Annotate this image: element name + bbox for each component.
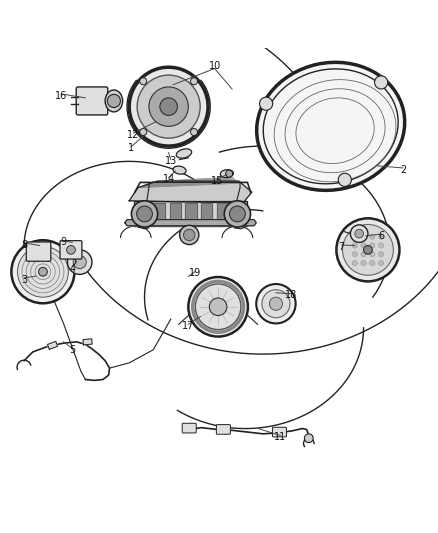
Circle shape bbox=[226, 170, 233, 177]
Polygon shape bbox=[217, 204, 228, 223]
Circle shape bbox=[39, 268, 47, 276]
Circle shape bbox=[191, 128, 198, 135]
Text: 17: 17 bbox=[182, 321, 194, 330]
Polygon shape bbox=[134, 201, 247, 226]
Circle shape bbox=[350, 225, 368, 243]
Polygon shape bbox=[185, 204, 197, 223]
Circle shape bbox=[378, 252, 384, 257]
Text: 18: 18 bbox=[285, 290, 297, 300]
Circle shape bbox=[67, 250, 92, 274]
Circle shape bbox=[352, 234, 357, 239]
Text: 13: 13 bbox=[165, 156, 177, 166]
Circle shape bbox=[224, 201, 251, 227]
Circle shape bbox=[188, 277, 248, 336]
Text: 16: 16 bbox=[55, 91, 67, 101]
Circle shape bbox=[73, 255, 86, 269]
Circle shape bbox=[11, 240, 74, 303]
Circle shape bbox=[209, 298, 227, 316]
Text: 7: 7 bbox=[339, 242, 345, 252]
Circle shape bbox=[195, 284, 241, 329]
Circle shape bbox=[352, 260, 357, 265]
Circle shape bbox=[304, 434, 313, 442]
Text: 1: 1 bbox=[128, 143, 134, 154]
Text: 4: 4 bbox=[69, 264, 75, 273]
Circle shape bbox=[131, 201, 158, 227]
Polygon shape bbox=[154, 204, 165, 223]
Circle shape bbox=[352, 243, 357, 248]
Text: 12: 12 bbox=[127, 130, 140, 140]
Circle shape bbox=[160, 98, 177, 115]
FancyBboxPatch shape bbox=[76, 87, 108, 115]
Circle shape bbox=[107, 94, 120, 108]
Circle shape bbox=[361, 234, 366, 239]
Text: 11: 11 bbox=[274, 432, 286, 442]
Circle shape bbox=[338, 173, 351, 187]
Polygon shape bbox=[138, 204, 149, 223]
Text: 3: 3 bbox=[21, 274, 27, 285]
Circle shape bbox=[129, 67, 208, 146]
Text: 19: 19 bbox=[189, 268, 201, 278]
Circle shape bbox=[352, 252, 357, 257]
Circle shape bbox=[336, 219, 399, 281]
Circle shape bbox=[269, 297, 283, 310]
Circle shape bbox=[378, 243, 384, 248]
Ellipse shape bbox=[173, 166, 186, 174]
FancyBboxPatch shape bbox=[26, 242, 51, 261]
Circle shape bbox=[361, 243, 366, 248]
Ellipse shape bbox=[257, 62, 405, 190]
Polygon shape bbox=[125, 220, 256, 226]
Circle shape bbox=[260, 97, 273, 110]
Text: 14: 14 bbox=[162, 174, 175, 184]
Circle shape bbox=[343, 224, 393, 275]
Circle shape bbox=[361, 260, 366, 265]
Text: 10: 10 bbox=[208, 61, 221, 71]
Circle shape bbox=[140, 78, 147, 85]
Circle shape bbox=[149, 87, 188, 126]
FancyBboxPatch shape bbox=[216, 425, 230, 434]
Circle shape bbox=[262, 290, 290, 318]
Circle shape bbox=[370, 260, 375, 265]
Circle shape bbox=[378, 234, 384, 239]
Circle shape bbox=[370, 243, 375, 248]
Text: 5: 5 bbox=[69, 345, 75, 355]
Circle shape bbox=[256, 284, 296, 324]
FancyBboxPatch shape bbox=[182, 423, 196, 433]
FancyBboxPatch shape bbox=[272, 427, 286, 437]
Text: 9: 9 bbox=[60, 237, 67, 247]
Circle shape bbox=[180, 225, 199, 245]
Circle shape bbox=[364, 246, 372, 254]
Ellipse shape bbox=[220, 169, 233, 177]
Circle shape bbox=[355, 229, 364, 238]
Polygon shape bbox=[233, 204, 244, 223]
Ellipse shape bbox=[176, 149, 192, 158]
Circle shape bbox=[370, 234, 375, 239]
Text: 15: 15 bbox=[211, 176, 223, 186]
Circle shape bbox=[361, 252, 366, 257]
Circle shape bbox=[370, 252, 375, 257]
Circle shape bbox=[230, 206, 245, 222]
Polygon shape bbox=[48, 341, 57, 349]
Polygon shape bbox=[129, 181, 252, 203]
Circle shape bbox=[374, 76, 388, 89]
Text: 6: 6 bbox=[378, 231, 384, 241]
Circle shape bbox=[378, 260, 384, 265]
Ellipse shape bbox=[105, 90, 123, 112]
Circle shape bbox=[191, 78, 198, 85]
Circle shape bbox=[137, 206, 152, 222]
Circle shape bbox=[18, 246, 68, 297]
Text: 8: 8 bbox=[21, 240, 27, 249]
Polygon shape bbox=[201, 204, 212, 223]
Circle shape bbox=[184, 229, 195, 241]
Polygon shape bbox=[83, 339, 92, 345]
Circle shape bbox=[140, 128, 147, 135]
Polygon shape bbox=[170, 204, 181, 223]
Circle shape bbox=[137, 75, 200, 138]
Circle shape bbox=[67, 246, 75, 254]
FancyBboxPatch shape bbox=[60, 241, 82, 259]
Text: 2: 2 bbox=[400, 165, 406, 175]
